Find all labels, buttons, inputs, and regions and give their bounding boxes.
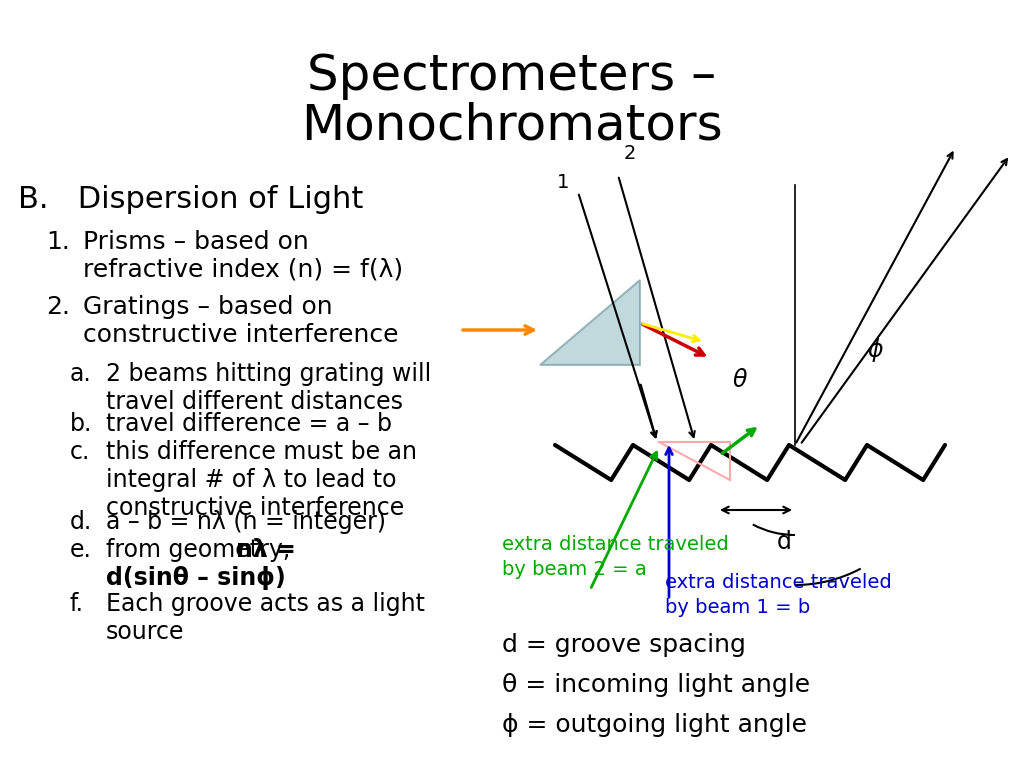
Text: refractive index (n) = f(λ): refractive index (n) = f(λ) bbox=[83, 258, 403, 282]
Text: d(sinθ – sinϕ): d(sinθ – sinϕ) bbox=[106, 566, 286, 590]
Text: a – b = nλ (n = integer): a – b = nλ (n = integer) bbox=[106, 510, 386, 534]
Text: 2 beams hitting grating will: 2 beams hitting grating will bbox=[106, 362, 431, 386]
Text: f.: f. bbox=[70, 592, 84, 616]
Text: extra distance traveled
by beam 2 = a: extra distance traveled by beam 2 = a bbox=[502, 535, 729, 579]
Text: this difference must be an: this difference must be an bbox=[106, 440, 417, 464]
Text: Spectrometers –: Spectrometers – bbox=[307, 52, 717, 100]
Text: nλ =: nλ = bbox=[236, 538, 296, 562]
Text: ϕ = outgoing light angle: ϕ = outgoing light angle bbox=[502, 713, 807, 737]
Text: Gratings – based on: Gratings – based on bbox=[83, 295, 333, 319]
Text: 1: 1 bbox=[557, 173, 569, 192]
Text: 1.: 1. bbox=[46, 230, 70, 254]
Text: 2: 2 bbox=[624, 144, 636, 163]
Text: θ = incoming light angle: θ = incoming light angle bbox=[502, 673, 810, 697]
Text: extra distance traveled
by beam 1 = b: extra distance traveled by beam 1 = b bbox=[665, 573, 892, 617]
Text: travel difference = a – b: travel difference = a – b bbox=[106, 412, 392, 436]
Text: travel different distances: travel different distances bbox=[106, 390, 403, 414]
Text: constructive interference: constructive interference bbox=[106, 496, 404, 520]
Text: 2.: 2. bbox=[46, 295, 70, 319]
Text: Prisms – based on: Prisms – based on bbox=[83, 230, 309, 254]
Text: integral # of λ to lead to: integral # of λ to lead to bbox=[106, 468, 396, 492]
Text: b.: b. bbox=[70, 412, 92, 436]
Text: e.: e. bbox=[70, 538, 92, 562]
Text: θ: θ bbox=[733, 368, 748, 392]
Polygon shape bbox=[540, 280, 640, 365]
Text: Monochromators: Monochromators bbox=[301, 102, 723, 150]
Text: d.: d. bbox=[70, 510, 92, 534]
Text: Each groove acts as a light: Each groove acts as a light bbox=[106, 592, 425, 616]
Text: d: d bbox=[776, 530, 792, 554]
Text: ϕ: ϕ bbox=[867, 338, 883, 362]
Text: d = groove spacing: d = groove spacing bbox=[502, 633, 745, 657]
Text: c.: c. bbox=[70, 440, 90, 464]
Text: source: source bbox=[106, 620, 184, 644]
Text: B.   Dispersion of Light: B. Dispersion of Light bbox=[18, 185, 364, 214]
Text: from geometry,: from geometry, bbox=[106, 538, 298, 562]
Text: constructive interference: constructive interference bbox=[83, 323, 398, 347]
Text: a.: a. bbox=[70, 362, 92, 386]
